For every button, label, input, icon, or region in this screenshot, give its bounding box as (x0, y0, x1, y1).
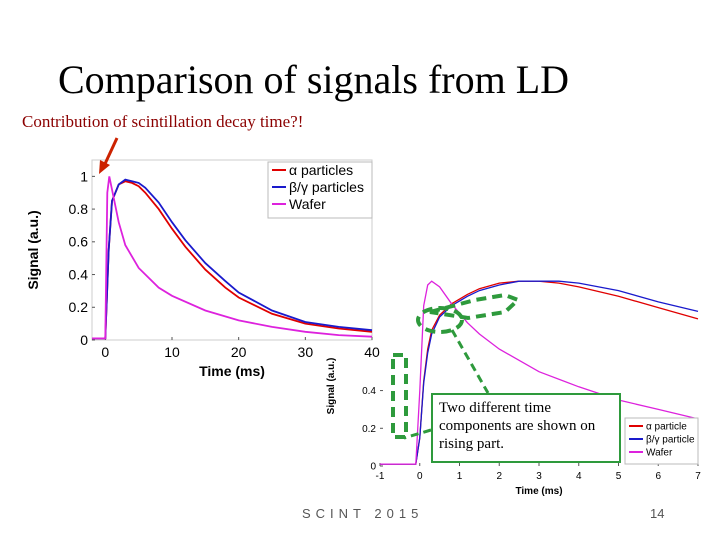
x-tick-label: 6 (655, 471, 661, 482)
x-tick-label: 2 (496, 471, 502, 482)
legend-label: β/γ particles (289, 179, 364, 195)
slide-title: Comparison of signals from LD (58, 57, 570, 102)
series-line-2 (92, 178, 373, 340)
x-tick-label: 4 (576, 471, 582, 482)
red-arrow-head (99, 160, 110, 174)
callout-text: Two different time components are shown … (439, 400, 596, 452)
x-tick-label: 0 (101, 344, 109, 360)
x-axis-label: Time (ms) (515, 486, 562, 497)
red-arrow-shaft (102, 137, 119, 167)
legend-box (267, 161, 373, 219)
y-tick-label: 0 (80, 332, 88, 348)
footer-page-number: 14 (650, 506, 665, 521)
y-tick-label: 1 (80, 168, 88, 184)
y-tick-label: 0.2 (69, 299, 89, 315)
y-axis-label: Signal (a.u.) (25, 210, 41, 289)
slide-subtitle: Contribution of scintillation decay time… (22, 112, 304, 131)
x-tick-label: 40 (364, 344, 380, 360)
x-tick-label: 10 (164, 344, 180, 360)
y-axis-label: Signal (a.u.) (326, 358, 337, 415)
y-tick-label: 0.4 (69, 266, 89, 282)
highlight-top (429, 292, 522, 321)
highlight-rise (391, 353, 408, 439)
callout-box: Two different time components are shown … (431, 393, 621, 463)
callout-line-left (403, 428, 432, 440)
x-tick-label: 7 (695, 471, 701, 482)
y-tick-label: 0.2 (362, 424, 376, 435)
legend-label: Wafer (646, 448, 673, 459)
y-tick-label: 0 (370, 462, 376, 473)
x-tick-label: 3 (536, 471, 542, 482)
legend-label: α particles (289, 162, 353, 178)
x-tick-label: 5 (616, 471, 622, 482)
y-tick-label: 0.4 (362, 386, 376, 397)
x-tick-label: 30 (298, 344, 314, 360)
x-tick-label: 1 (457, 471, 463, 482)
y-tick-label: 0.6 (69, 234, 89, 250)
x-tick-label: -1 (376, 471, 385, 482)
x-tick-label: 0 (417, 471, 423, 482)
legend-label: β/γ particle (646, 435, 695, 446)
chart-1: 0 10 20 30 40 0 0.2 0.4 0.6 0.8 1 Time (ms) Signal (… (25, 159, 380, 379)
x-tick-label: 20 (231, 344, 247, 360)
series-line-3 (92, 176, 373, 340)
footer-conference: SCINT 2015 (302, 506, 424, 521)
series-line-2 (380, 280, 699, 465)
annotations (99, 137, 522, 440)
x-axis-label: Time (ms) (199, 363, 265, 379)
y-tick-label: 0.8 (69, 201, 89, 217)
legend-label: Wafer (289, 196, 326, 212)
legend-label: α particle (646, 422, 687, 433)
highlight-knee (416, 306, 464, 334)
